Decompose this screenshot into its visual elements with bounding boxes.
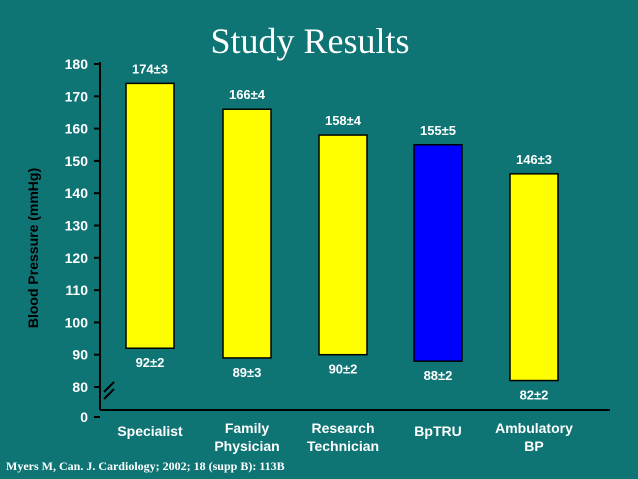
systolic-label: 166±4: [229, 87, 266, 102]
y-tick-label: 150: [65, 153, 89, 169]
y-tick-label: 160: [65, 121, 89, 137]
diastolic-label: 92±2: [136, 355, 165, 370]
y-tick-label: 180: [65, 56, 89, 72]
y-axis-ticks: 0 80 90 100 110 120 130 140 150 160 170 180: [65, 56, 100, 425]
y-tick-label: 0: [80, 409, 88, 425]
bars-group: [125, 82, 559, 382]
diastolic-label: 90±2: [329, 362, 358, 377]
y-tick-label: 120: [65, 250, 89, 266]
axis-break-marker: [103, 381, 115, 400]
labels-group: 174±3 92±2 Specialist 166±4 89±3 Family Physic…: [117, 61, 573, 454]
y-tick-label: 130: [65, 218, 89, 234]
bar-range: [413, 144, 463, 362]
bar-range: [509, 173, 559, 382]
category-label: Ambulatory: [495, 420, 573, 436]
citation: Myers M, Can. J. Cardiology; 2002; 18 (s…: [6, 459, 285, 473]
category-label: Physician: [214, 438, 279, 454]
diastolic-label: 82±2: [520, 388, 549, 403]
systolic-label: 155±5: [420, 123, 456, 138]
systolic-label: 146±3: [516, 152, 552, 167]
diastolic-label: 88±2: [424, 368, 453, 383]
category-label: BpTRU: [414, 423, 461, 439]
category-label: Specialist: [117, 423, 183, 439]
category-label: Technician: [307, 438, 379, 454]
slide-title: Study Results: [210, 21, 410, 61]
bar-range: [222, 108, 272, 359]
category-label: Family: [225, 420, 270, 436]
y-tick-label: 90: [72, 347, 88, 363]
category-label: Research: [311, 420, 374, 436]
bar-range: [125, 82, 175, 349]
y-tick-label: 140: [65, 185, 89, 201]
y-tick-label: 100: [65, 314, 89, 330]
bar-range: [318, 134, 368, 356]
systolic-label: 174±3: [132, 61, 168, 76]
diastolic-label: 89±3: [233, 365, 262, 380]
y-tick-label: 80: [72, 379, 88, 395]
systolic-label: 158±4: [325, 113, 362, 128]
category-label: BP: [524, 438, 543, 454]
y-axis-title: Blood Pressure (mmHg): [25, 168, 41, 328]
y-tick-label: 110: [65, 282, 88, 298]
y-tick-label: 170: [65, 88, 89, 104]
